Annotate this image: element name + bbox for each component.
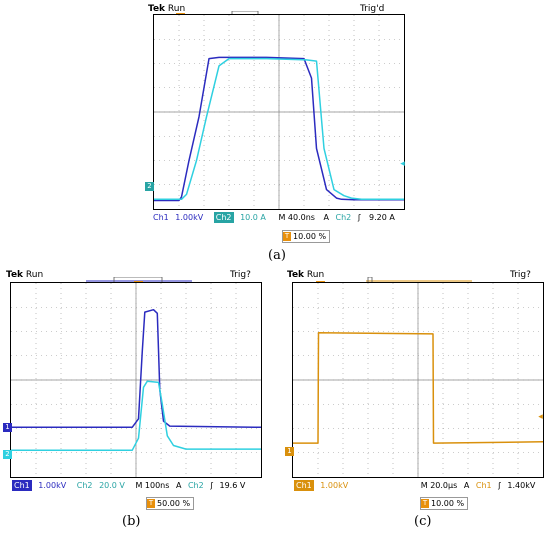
trace-line-2 bbox=[11, 380, 261, 452]
ch1-scale: 1.00kV bbox=[320, 481, 349, 490]
scope-b-screen bbox=[10, 282, 262, 478]
trigger-status-label: Trig'd bbox=[360, 4, 385, 14]
ch1-ground-marker-icon: 1 bbox=[285, 447, 294, 456]
brand-label: Tek bbox=[148, 4, 166, 14]
trigger-position-readout: T 10.00 % bbox=[282, 230, 331, 243]
scope-b-status: Ch1 1.00kV Ch2 20.0 V M 100ns A Ch2 ʃ 19… bbox=[12, 480, 245, 491]
ch1-label: Ch1 bbox=[294, 480, 314, 491]
caption-b: (b) bbox=[122, 514, 141, 529]
caption-a: (a) bbox=[268, 248, 286, 263]
trigger-position-readout: T 50.00 % bbox=[146, 497, 195, 510]
ch1-label: Ch1 bbox=[153, 213, 169, 222]
scope-b-header: Tek Run bbox=[6, 269, 43, 281]
trigger-status-label: Trig? bbox=[230, 270, 251, 280]
trigger-channel: Ch2 bbox=[335, 213, 352, 222]
scope-a-status: Ch1 1.00kV Ch2 10.0 A M 40.0ns A Ch2 ʃ 9… bbox=[153, 212, 395, 223]
brand-label: Tek bbox=[287, 270, 305, 280]
trigger-source-a: A bbox=[323, 213, 329, 222]
trace-line-1 bbox=[293, 331, 544, 444]
run-state-label: Run bbox=[25, 270, 44, 280]
timebase: M 100ns bbox=[135, 481, 170, 490]
record-position-bar bbox=[366, 270, 472, 286]
trace-line-1 bbox=[154, 56, 404, 202]
trigger-slope-icon: ʃ bbox=[357, 213, 361, 222]
brand-label: Tek bbox=[6, 270, 24, 280]
trigger-level-marker-icon: ◂ bbox=[400, 159, 405, 169]
trigger-channel: Ch2 bbox=[187, 481, 204, 490]
trigger-source-a: A bbox=[463, 481, 470, 490]
ch2-label: Ch2 bbox=[213, 212, 234, 223]
trigger-channel: Ch1 bbox=[475, 481, 492, 490]
ch2-scale: 20.0 V bbox=[99, 481, 125, 490]
ch2-ground-marker-icon: 2 bbox=[145, 182, 154, 191]
scope-c-header: Tek Run bbox=[287, 269, 324, 281]
record-position-bar bbox=[226, 4, 332, 20]
run-state-label: Run bbox=[167, 4, 186, 14]
ch2-scale: 10.0 A bbox=[240, 213, 266, 222]
ch1-scale: 1.00kV bbox=[175, 213, 204, 222]
trigger-level-marker-icon: ◂ bbox=[538, 412, 543, 422]
trigger-level: 9.20 A bbox=[369, 213, 395, 222]
scope-c-plot bbox=[293, 283, 544, 477]
ch1-ground-marker-icon: 1 bbox=[3, 423, 12, 432]
scope-a-header: Tek Run bbox=[148, 3, 185, 15]
trigger-position-icon: T bbox=[283, 232, 291, 241]
trigger-slope-icon: ʃ bbox=[498, 481, 501, 490]
trigger-position-icon: T bbox=[421, 499, 429, 508]
scope-a-plot bbox=[154, 15, 404, 209]
run-state-label: Run bbox=[306, 270, 325, 280]
trigger-slope-icon: ʃ bbox=[210, 481, 213, 490]
scope-c-status: Ch1 1.00kV M 20.0µs A Ch1 ʃ 1.40kV bbox=[294, 480, 535, 491]
timebase: M 20.0µs bbox=[420, 481, 458, 490]
caption-c: (c) bbox=[414, 514, 432, 529]
timebase: M 40.0ns bbox=[278, 213, 315, 222]
trigger-level: 19.6 V bbox=[219, 481, 246, 490]
record-position-bar bbox=[86, 270, 192, 286]
ch1-scale: 1.00kV bbox=[38, 481, 67, 490]
scope-a-screen bbox=[153, 14, 405, 210]
trigger-status-label: Trig? bbox=[510, 270, 531, 280]
scope-c-screen bbox=[292, 282, 544, 478]
scope-b-plot bbox=[11, 283, 262, 477]
trigger-level: 1.40kV bbox=[507, 481, 536, 490]
trigger-source-a: A bbox=[175, 481, 182, 490]
trigger-position-readout: T 10.00 % bbox=[420, 497, 469, 510]
ch2-ground-marker-icon: 2 bbox=[3, 450, 12, 459]
ch2-label: Ch2 bbox=[76, 481, 93, 490]
trigger-position-icon: T bbox=[147, 499, 155, 508]
ch1-label: Ch1 bbox=[12, 480, 32, 491]
trace-line-2 bbox=[154, 57, 404, 201]
